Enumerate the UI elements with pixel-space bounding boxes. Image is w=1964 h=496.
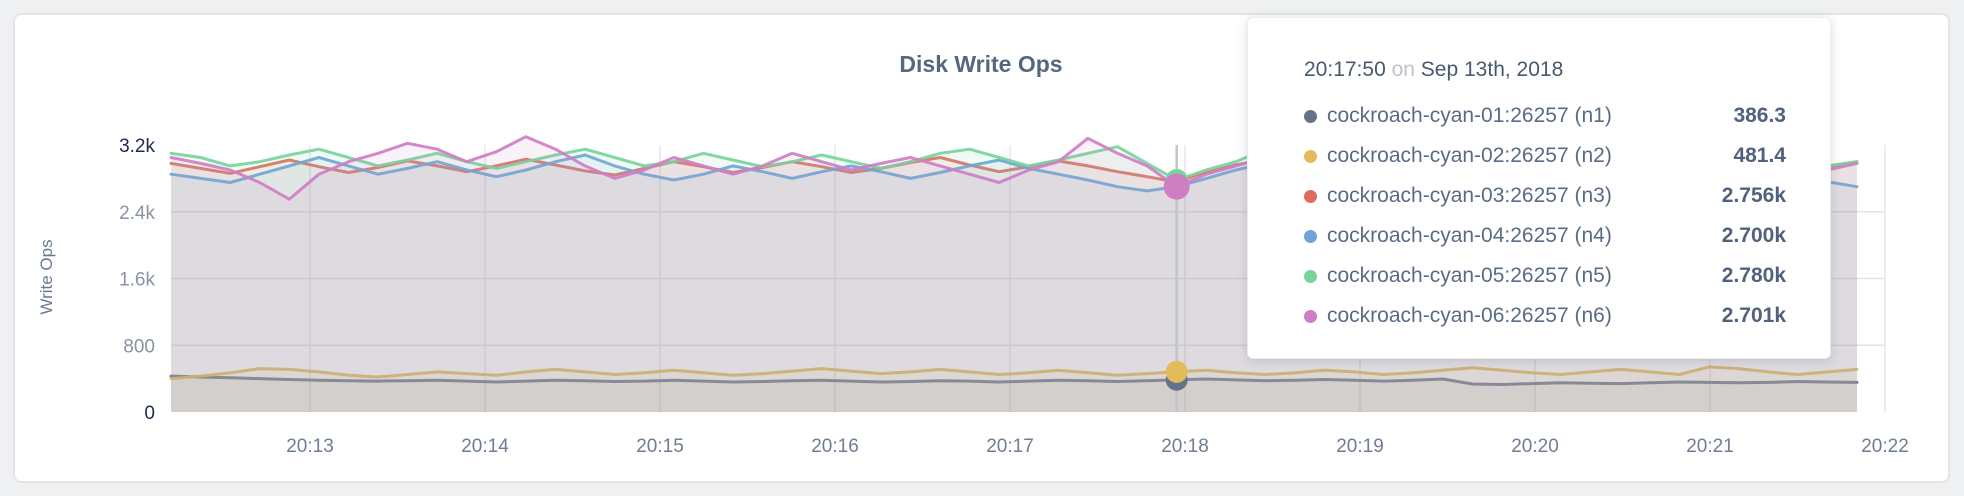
y-tick-label: 800: [123, 336, 155, 357]
series-line: [169, 365, 1859, 381]
tooltip-header: 20:17:50 on Sep 13th, 2018: [1304, 58, 1786, 82]
tooltip-row: cockroach-cyan-03:26257 (n3) 2.756k: [1304, 176, 1786, 216]
x-tick-label: 20:18: [1161, 436, 1209, 457]
series-line: [169, 374, 1859, 386]
hover-point: [1165, 360, 1188, 383]
tooltip-series-label: cockroach-cyan-03:26257 (n3): [1327, 184, 1612, 207]
series-color-dot-icon: [1304, 189, 1317, 203]
y-tick-label: 3.2k: [119, 136, 155, 157]
x-tick-label: 20:22: [1861, 436, 1909, 457]
hover-point: [1163, 173, 1190, 200]
chart-tooltip: 20:17:50 on Sep 13th, 2018 cockroach-cya…: [1247, 17, 1831, 359]
tooltip-row: cockroach-cyan-04:26257 (n4) 2.700k: [1304, 216, 1786, 256]
series-color-dot-icon: [1304, 269, 1317, 283]
chart-title: Disk Write Ops: [899, 51, 1063, 77]
series-color-dot-icon: [1304, 229, 1317, 243]
x-tick-label: 20:16: [811, 436, 859, 457]
tooltip-date: Sep 13th, 2018: [1420, 58, 1564, 81]
tooltip-row: cockroach-cyan-05:26257 (n5) 2.780k: [1304, 256, 1786, 296]
x-tick-label: 20:17: [986, 436, 1034, 457]
tooltip-series-value: 2.700k: [1721, 224, 1786, 247]
x-tick-label: 20:21: [1686, 436, 1734, 457]
tooltip-series-value: 386.3: [1733, 104, 1786, 127]
tooltip-series-label: cockroach-cyan-01:26257 (n1): [1327, 104, 1612, 127]
tooltip-time: 20:17:50: [1304, 58, 1386, 81]
chart-panel: 3.2k 2.4k 1.6k 800 0 20:13 20:14 20:15 20:16 20:1…: [13, 13, 1950, 483]
tooltip-series-value: 2.756k: [1721, 184, 1786, 207]
x-tick-label: 20:20: [1511, 436, 1559, 457]
series-color-dot-icon: [1304, 109, 1317, 123]
y-tick-label: 2.4k: [119, 203, 155, 224]
tooltip-row: cockroach-cyan-02:26257 (n2) 481.4: [1304, 136, 1786, 176]
y-tick-label: 0: [144, 403, 155, 424]
tooltip-rows: cockroach-cyan-01:26257 (n1) 386.3 cockroa…: [1304, 96, 1786, 336]
series-area: [171, 366, 1857, 412]
tooltip-row: cockroach-cyan-06:26257 (n6) 2.701k: [1304, 296, 1786, 336]
series-area: [171, 376, 1857, 412]
tooltip-series-label: cockroach-cyan-06:26257 (n6): [1327, 304, 1612, 327]
tooltip-series-label: cockroach-cyan-05:26257 (n5): [1327, 264, 1612, 287]
x-tick-label: 20:13: [286, 436, 334, 457]
y-axis-title: Write Ops: [37, 239, 56, 315]
x-tick-label: 20:15: [636, 436, 684, 457]
y-tick-label: 1.6k: [119, 270, 155, 291]
series-color-dot-icon: [1304, 309, 1317, 323]
tooltip-series-value: 481.4: [1733, 144, 1786, 167]
x-tick-label: 20:14: [461, 436, 509, 457]
tooltip-series-value: 2.701k: [1721, 304, 1786, 327]
tooltip-on: on: [1391, 58, 1415, 81]
series-color-dot-icon: [1304, 149, 1317, 163]
tooltip-series-label: cockroach-cyan-02:26257 (n2): [1327, 144, 1612, 167]
tooltip-row: cockroach-cyan-01:26257 (n1) 386.3: [1304, 96, 1786, 136]
tooltip-series-value: 2.780k: [1721, 264, 1786, 287]
x-tick-label: 20:19: [1336, 436, 1384, 457]
tooltip-series-label: cockroach-cyan-04:26257 (n4): [1327, 224, 1612, 247]
